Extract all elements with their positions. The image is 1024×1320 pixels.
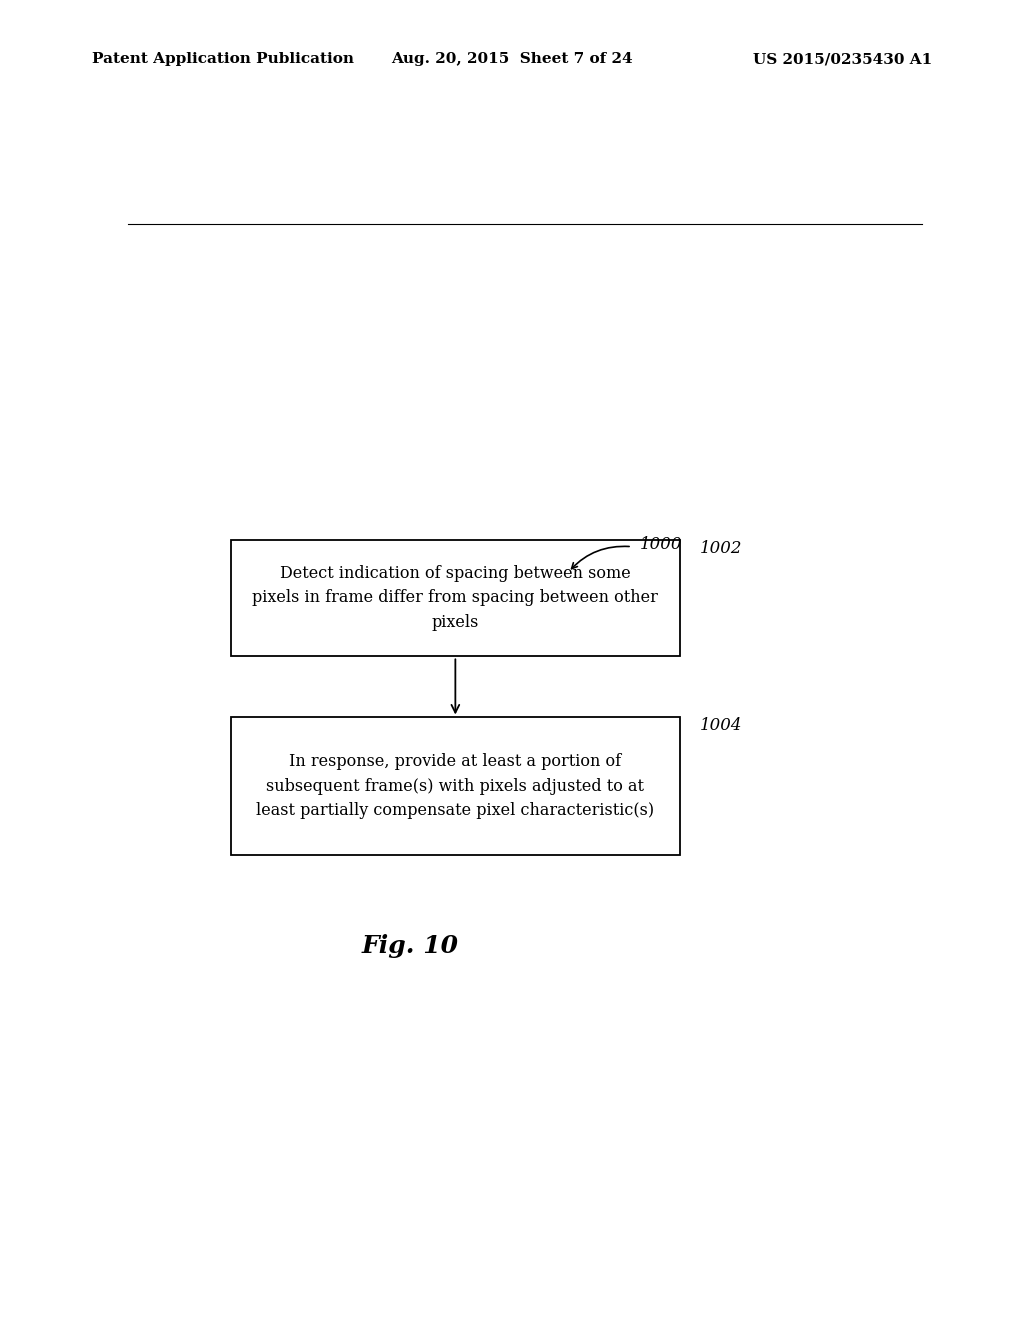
Text: 1004: 1004 [699, 718, 742, 734]
Text: Patent Application Publication: Patent Application Publication [92, 53, 354, 66]
Text: US 2015/0235430 A1: US 2015/0235430 A1 [753, 53, 932, 66]
Text: Detect indication of spacing between some
pixels in frame differ from spacing be: Detect indication of spacing between som… [253, 565, 658, 631]
Text: 1002: 1002 [699, 540, 742, 557]
Text: Aug. 20, 2015  Sheet 7 of 24: Aug. 20, 2015 Sheet 7 of 24 [391, 53, 633, 66]
Text: In response, provide at least a portion of
subsequent frame(s) with pixels adjus: In response, provide at least a portion … [256, 752, 654, 820]
FancyBboxPatch shape [231, 540, 680, 656]
FancyBboxPatch shape [231, 718, 680, 854]
Text: Fig. 10: Fig. 10 [361, 935, 458, 958]
Text: 1000: 1000 [640, 536, 682, 553]
